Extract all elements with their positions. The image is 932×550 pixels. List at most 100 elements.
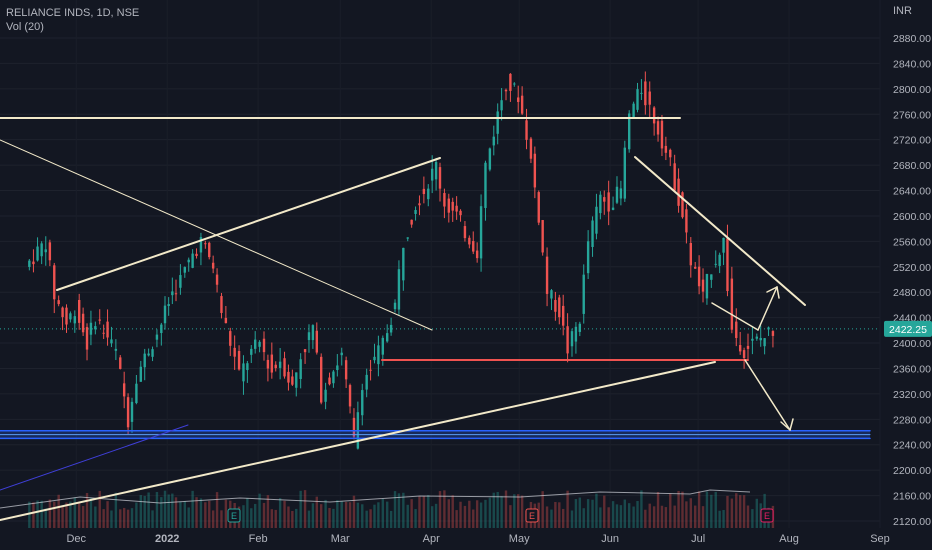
volume-bar [28, 501, 31, 528]
volume-bar [102, 509, 105, 528]
volume-bar [208, 500, 211, 528]
volume-bar [295, 508, 298, 528]
candle-body [40, 243, 43, 257]
volume-bar [447, 499, 450, 528]
candle-body [369, 369, 372, 371]
volume-indicator-label[interactable]: Vol (20) [6, 21, 44, 33]
volume-bar [386, 501, 389, 528]
candle-body [669, 149, 672, 158]
candle-body [660, 120, 664, 149]
time-axis[interactable]: Dec 2022 Feb Mar Apr May Jun Jul Aug Sep [66, 533, 889, 545]
candle-body [250, 348, 253, 355]
volume-bar [53, 501, 56, 528]
volume-bar [513, 494, 516, 528]
time-tick-label: Feb [249, 533, 268, 545]
candle-body [689, 242, 692, 266]
volume-bar [167, 494, 170, 528]
earnings-marker-label: E [231, 511, 237, 521]
volume-bar [89, 497, 93, 528]
candle-body [496, 111, 499, 134]
time-tick-label: 2022 [155, 533, 179, 545]
candle-body [143, 353, 146, 368]
volume-bar [640, 490, 643, 528]
volume-bar [160, 497, 163, 528]
candle-body [386, 333, 389, 342]
volume-bar [422, 496, 426, 528]
candle-body [328, 377, 331, 385]
price-tick-label: 2360.00 [893, 363, 931, 375]
candle-body [599, 194, 602, 214]
candle-body [722, 237, 725, 253]
candle-body [98, 319, 101, 321]
volume-bar [40, 500, 43, 528]
volume-bar [191, 490, 194, 528]
candle-body [681, 192, 684, 218]
drawings[interactable] [0, 117, 871, 521]
volume-bar [250, 508, 253, 528]
volume-bar [287, 506, 290, 528]
price-tick-label: 2480.00 [893, 287, 931, 299]
volume-bar [369, 509, 372, 528]
volume-bar [61, 505, 64, 528]
candle-body [755, 336, 758, 339]
volume-bar [644, 509, 647, 528]
candle-body [492, 136, 495, 146]
volume-bar [685, 501, 688, 528]
volume-bar [402, 492, 405, 528]
price-tick-label: 2760.00 [893, 109, 931, 121]
candle-body [291, 376, 294, 385]
candle-body [393, 302, 397, 310]
volume-bar [348, 502, 352, 528]
volume-bar [254, 503, 257, 528]
volume-bar [562, 508, 565, 528]
blue-trend-line [0, 424, 189, 491]
candle-body [500, 100, 503, 111]
candle-body [410, 219, 413, 225]
volume-bar [722, 510, 725, 528]
candle-body [274, 364, 277, 369]
candle-body [701, 279, 705, 292]
candle-body [463, 226, 467, 239]
volume-bar [361, 504, 364, 528]
volume-bar [611, 501, 615, 528]
candle-body [179, 275, 182, 288]
candle-body [348, 385, 352, 407]
volume-bar [242, 505, 245, 528]
volume-bar [36, 500, 39, 528]
price-axis[interactable]: 2120.00 2160.00 2200.00 2240.00 2280.00 2320.… [884, 33, 932, 528]
falling-resistance-line [634, 156, 806, 306]
candle-body [307, 332, 311, 341]
volume-bar [550, 509, 553, 528]
price-tick-label: 2520.00 [893, 262, 931, 274]
candle-body [139, 366, 142, 382]
volume-bar [32, 502, 35, 528]
candle-body [488, 148, 492, 170]
volume-bar [472, 509, 475, 528]
volume-bar [541, 491, 544, 528]
candle-body [726, 238, 729, 292]
candle-body [130, 401, 134, 422]
volume-bar [475, 500, 479, 528]
volume-bar [520, 495, 524, 528]
price-tick-label: 2240.00 [893, 440, 931, 452]
candle-body [352, 417, 356, 437]
volume-bar [393, 491, 397, 528]
volume-bar [656, 491, 660, 528]
candle-body [430, 168, 434, 181]
volume-bar [195, 497, 198, 528]
volume-bar [619, 505, 623, 528]
candle-body [106, 321, 109, 338]
volume-bar [179, 501, 182, 528]
volume-bar [697, 491, 701, 528]
symbol-title[interactable]: RELIANCE INDS, 1D, NSE [6, 7, 140, 19]
candle-body [468, 237, 471, 245]
volume-bar [484, 499, 487, 528]
candle-body [381, 337, 384, 355]
candle-body [545, 256, 549, 294]
volume-bar [283, 500, 286, 528]
candle-body [315, 330, 318, 353]
candle-body [122, 383, 126, 397]
candle-body [270, 354, 274, 373]
